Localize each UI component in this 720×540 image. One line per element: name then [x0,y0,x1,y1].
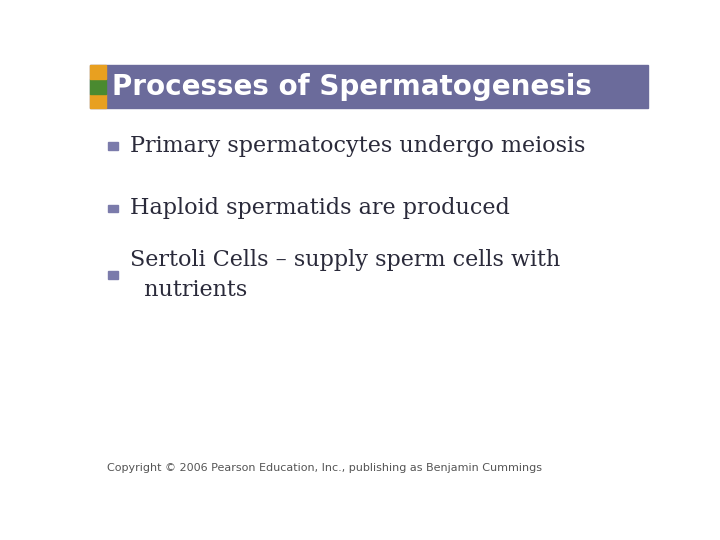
Text: Copyright © 2006 Pearson Education, Inc., publishing as Benjamin Cummings: Copyright © 2006 Pearson Education, Inc.… [107,463,541,473]
Bar [109,205,119,212]
Bar [90,65,106,79]
Bar [90,94,106,109]
Bar [109,271,119,279]
Text: Sertoli Cells – supply sperm cells with
  nutrients: Sertoli Cells – supply sperm cells with … [130,248,560,301]
Text: Haploid spermatids are produced: Haploid spermatids are produced [130,197,510,219]
Bar [90,65,648,109]
Text: Processes of Spermatogenesis: Processes of Spermatogenesis [112,72,592,100]
Bar [90,79,106,94]
Bar [109,142,119,150]
Text: Primary spermatocytes undergo meiosis: Primary spermatocytes undergo meiosis [130,135,585,157]
